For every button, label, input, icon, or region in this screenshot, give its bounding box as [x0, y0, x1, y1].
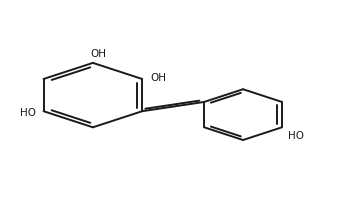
Text: OH: OH — [90, 49, 106, 59]
Text: HO: HO — [288, 131, 304, 141]
Text: HO: HO — [20, 108, 36, 118]
Text: OH: OH — [151, 73, 167, 83]
